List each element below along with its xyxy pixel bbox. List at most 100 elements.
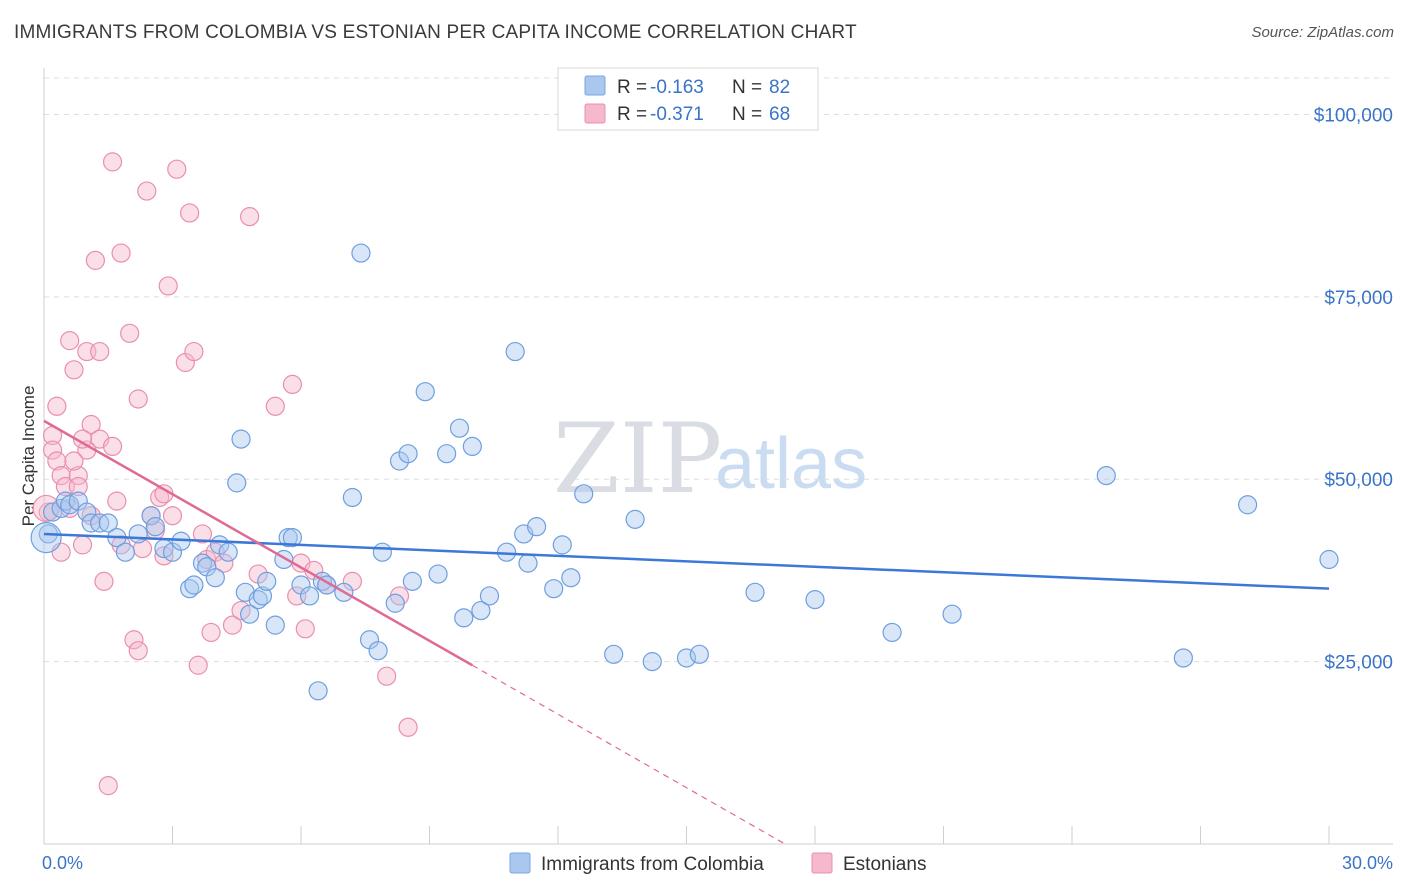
legend-r-label: R = — [617, 77, 647, 98]
colombia-point — [805, 590, 825, 610]
estonian-point — [68, 465, 88, 486]
legend-n-label: N = — [732, 77, 762, 98]
colombia-point — [454, 608, 474, 628]
source-label: Source: ZipAtlas.com — [1251, 24, 1394, 41]
legend-r-value: -0.371 — [650, 104, 704, 125]
legend-r-value: -0.163 — [650, 77, 704, 98]
estonian-point — [47, 451, 67, 471]
colombia-point — [398, 444, 418, 464]
estonian-point — [137, 181, 157, 201]
estonian-point — [398, 717, 418, 737]
estonian-point — [265, 396, 285, 416]
colombia-point — [77, 502, 97, 522]
y-tick-label: $75,000 — [1324, 288, 1393, 309]
colombia-point — [604, 644, 624, 664]
colombia-point — [745, 582, 765, 602]
colombia-point — [402, 571, 422, 591]
estonian-point — [102, 152, 123, 172]
colombia-point — [184, 575, 204, 595]
colombia-point — [428, 564, 448, 584]
colombia-point — [471, 600, 491, 621]
estonian-point — [85, 250, 106, 270]
estonian-point — [72, 535, 93, 555]
colombia-point — [368, 641, 388, 661]
estonian-point — [124, 630, 144, 650]
colombia-point — [882, 622, 902, 643]
estonian-point — [192, 524, 213, 544]
y-tick-label: $100,000 — [1314, 105, 1393, 126]
estonian-point — [90, 341, 110, 362]
colombia-point — [282, 527, 303, 548]
estonian-point — [120, 323, 140, 343]
legend-n-label: N = — [732, 104, 762, 125]
estonian-point — [111, 243, 131, 263]
colombia-point — [437, 444, 457, 464]
estonian-point — [377, 666, 397, 686]
colombia-point — [240, 604, 260, 624]
colombia-point — [372, 542, 392, 562]
x-tick-label-min: 0.0% — [42, 853, 83, 873]
colombia-point — [299, 586, 320, 606]
colombia-point — [561, 568, 581, 588]
estonian-point — [162, 506, 183, 526]
colombia-point — [308, 681, 328, 701]
colombia-point — [145, 517, 165, 537]
legend-n-value: 82 — [769, 77, 790, 98]
legend-n-value: 68 — [769, 104, 790, 125]
chart-title: IMMIGRANTS FROM COLOMBIA VS ESTONIAN PER… — [14, 22, 857, 43]
bottom-legend-label-estonians: Estonians — [843, 854, 926, 875]
colombia-point — [98, 513, 118, 533]
colombia-point — [1238, 495, 1258, 515]
x-ticks — [43, 826, 1330, 844]
estonian-point — [98, 776, 118, 796]
colombia-point — [574, 484, 594, 504]
colombia-point — [1173, 648, 1193, 668]
estonian-point — [81, 414, 101, 435]
watermark: ZIP atlas — [553, 403, 867, 515]
estonian-point — [68, 476, 88, 497]
estonian-point — [184, 341, 204, 362]
series-legend: Immigrants from Colombia Estonians — [509, 852, 926, 875]
estonian-point — [107, 491, 127, 511]
colombia-point — [265, 615, 285, 635]
colombia-point — [518, 553, 538, 573]
legend-swatch-colombia — [584, 75, 606, 96]
trendline-estonians — [43, 419, 473, 667]
estonian-point — [64, 451, 84, 471]
colombia-point-cluster — [30, 521, 62, 554]
colombia-point — [351, 243, 371, 263]
colombia-point — [257, 571, 277, 591]
estonian-point — [240, 207, 260, 227]
estonian-point — [188, 655, 208, 675]
colombia-point — [128, 524, 148, 544]
colombia-point — [544, 579, 564, 599]
trendlines — [43, 419, 1330, 845]
estonian-point-cluster — [32, 494, 60, 523]
colombia-point — [342, 487, 362, 508]
colombia-point — [115, 542, 135, 562]
colombia-point — [449, 418, 470, 438]
colombia-point — [642, 652, 662, 672]
correlation-legend: R = -0.163 N = 82 R = -0.371 N = 68 — [557, 67, 819, 131]
estonian-point — [222, 615, 243, 635]
estonian-point — [201, 622, 221, 643]
y-tick-labels: $25,000 $50,000 $75,000 $100,000 — [1314, 105, 1393, 673]
colombia-point — [526, 517, 547, 537]
colombia-point — [415, 382, 435, 402]
estonian-point — [51, 465, 71, 486]
colombia-point — [625, 509, 645, 529]
trendline-estonians-extension — [472, 664, 786, 845]
series-colombia — [30, 243, 1339, 701]
colombia-point — [689, 644, 709, 664]
x-tick-label-max: 30.0% — [1342, 853, 1393, 873]
colombia-point — [1096, 465, 1116, 486]
estonian-point — [158, 276, 178, 296]
colombia-point — [231, 429, 251, 449]
colombia-point — [385, 593, 405, 613]
estonian-point — [180, 203, 200, 223]
colombia-point — [252, 586, 273, 606]
watermark-zip: ZIP — [553, 403, 722, 515]
estonian-point — [60, 331, 80, 351]
colombia-point — [552, 535, 572, 555]
